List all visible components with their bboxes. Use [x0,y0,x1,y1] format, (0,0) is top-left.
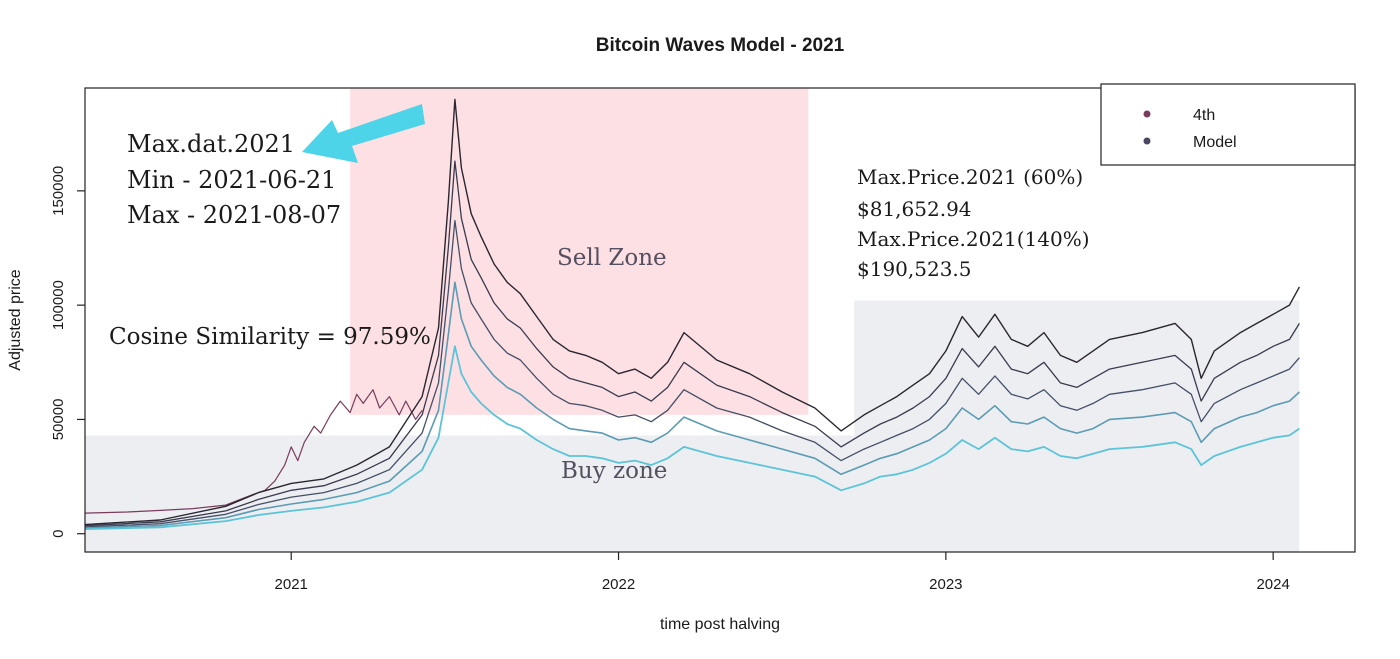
y-tick-label-1: 50000 [50,399,67,441]
zones-layer [85,88,1300,552]
plot-frame [84,87,1356,553]
y-axis-label: Adjusted price [7,269,24,370]
x-axis: 2021 2022 2023 2024 [275,552,1290,593]
x-tick-label-3: 2024 [1256,576,1289,593]
zone-0 [350,88,809,415]
series-line-2-model [84,160,1300,527]
series-line-1-model [84,98,1301,526]
series-line-4-model [84,281,1300,529]
series-line-0-4th [84,389,423,514]
legend-box [1100,83,1356,166]
series-layer [84,98,1301,530]
zone-1 [85,435,1300,552]
arrow-icon [302,104,425,163]
y-tick-label-2: 100000 [50,280,67,330]
x-tick-label-0: 2021 [275,576,308,593]
legend-marker-model [1143,137,1151,145]
legend-marker-4th [1143,110,1151,118]
annotation-left: Max.dat.2021 Min - 2021-06-21 Max - 2021… [127,130,341,229]
annotation-cosine-similarity: Cosine Similarity = 97.59% [109,324,431,350]
y-axis: 0 50000 100000 150000 [50,166,85,538]
y-tick-label-3: 150000 [50,166,67,216]
sell-zone-label: Sell Zone [557,245,667,271]
legend-label-model: Model [1193,134,1237,151]
series-line-5-model [84,345,1300,530]
x-tick-label-1: 2022 [602,576,635,593]
x-tick-label-2: 2023 [929,576,962,593]
series-line-3-model [84,219,1300,528]
legend-label-4th: 4th [1193,107,1215,124]
x-axis-label: time post halving [660,616,780,633]
y-tick-label-0: 0 [50,530,67,538]
zone-2 [854,300,1300,436]
annotation-max-price-140-label: Max.Price.2021(140%) [857,227,1090,251]
annotation-max-date: Max - 2021-08-07 [127,201,341,229]
annotation-min-date: Min - 2021-06-21 [127,166,336,194]
legend: 4th Model [1100,83,1356,166]
chart-title: Bitcoin Waves Model - 2021 [596,35,845,56]
annotation-max-dat: Max.dat.2021 [127,130,295,158]
annotation-right: Max.Price.2021 (60%) $81,652.94 Max.Pric… [857,165,1090,281]
annotation-max-price-60-label: Max.Price.2021 (60%) [857,165,1083,189]
annotation-max-price-140-value: $190,523.5 [857,257,972,281]
annotation-max-price-60-value: $81,652.94 [857,197,972,221]
buy-zone-label: Buy zone [561,458,667,484]
